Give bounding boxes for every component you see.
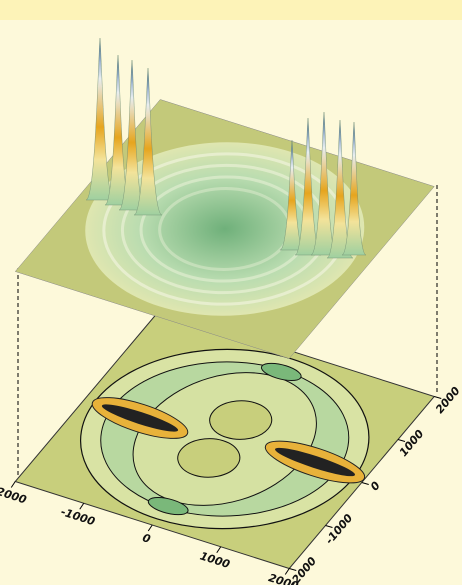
contour-map (15, 310, 434, 569)
x-tick (284, 568, 290, 575)
y-tick (434, 396, 442, 399)
top-band (0, 0, 462, 20)
x-tick-label: -2000 (0, 484, 28, 507)
peak (133, 67, 163, 216)
y-tick (325, 525, 333, 528)
x-tick-label: 1000 (198, 549, 231, 571)
x-tick (216, 546, 222, 554)
x-tick (10, 481, 16, 488)
x-tick-label: -1000 (59, 505, 97, 528)
surface-plate (15, 100, 434, 359)
y-tick (289, 568, 297, 571)
peak (294, 117, 322, 256)
peak (85, 37, 115, 201)
x-tick-label: 0 (141, 531, 153, 546)
y-tick (397, 439, 406, 442)
y-tick-label: 0 (368, 479, 383, 493)
peak (341, 121, 367, 256)
y-tick (361, 482, 369, 485)
contour-hotspots (91, 397, 366, 484)
peak (310, 111, 338, 256)
surface-peaks (85, 37, 367, 259)
x-tick (147, 524, 153, 532)
peak (118, 59, 146, 211)
x-tick (79, 502, 85, 510)
peak (279, 139, 305, 251)
